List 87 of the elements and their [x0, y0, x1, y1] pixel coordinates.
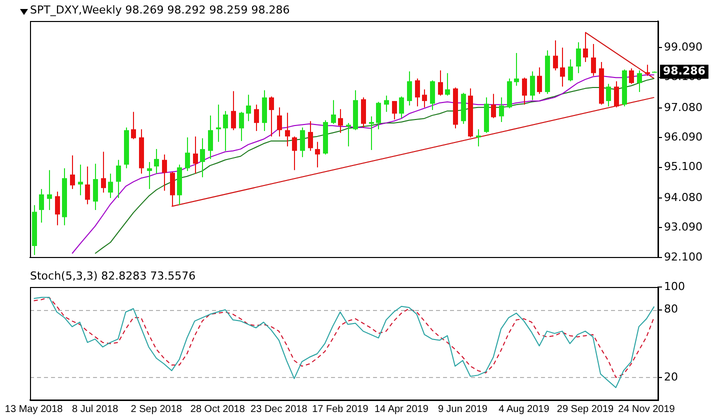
- candlestick: [331, 100, 336, 124]
- candlestick: [392, 100, 397, 120]
- candlestick: [170, 171, 175, 207]
- candlestick: [407, 70, 412, 106]
- candlestick: [78, 164, 83, 196]
- y-tick-label: 96.090: [664, 130, 702, 144]
- candlestick: [553, 40, 558, 71]
- candlestick: [200, 138, 205, 178]
- y-tick-label: 99.090: [664, 40, 702, 54]
- candlestick: [346, 122, 351, 147]
- candlestick: [399, 96, 404, 119]
- candlestick: [376, 101, 381, 130]
- y-tick-label: 95.100: [664, 160, 702, 174]
- candlestick: [162, 154, 167, 192]
- x-tick-label: 8 Jul 2018: [72, 404, 119, 415]
- candlestick: [154, 148, 159, 174]
- candlestick: [147, 161, 152, 190]
- candlestick: [300, 126, 305, 158]
- candlestick: [445, 72, 450, 96]
- candlestick: [231, 90, 236, 131]
- candlestick: [476, 128, 481, 147]
- candlestick: [116, 159, 121, 198]
- candlestick: [315, 141, 320, 168]
- candlestick: [269, 96, 274, 137]
- x-tick-label: 17 Feb 2019: [312, 404, 369, 415]
- y-tick-label: 20: [664, 370, 678, 384]
- candlestick: [185, 136, 190, 172]
- candlestick: [39, 188, 44, 224]
- candlestick: [369, 116, 374, 150]
- candlestick: [514, 52, 519, 86]
- candlestick: [285, 112, 290, 147]
- candlestick: [55, 191, 60, 226]
- x-tick-label: 2 Sep 2018: [130, 404, 182, 415]
- x-tick-label: 24 Nov 2019: [618, 404, 676, 415]
- x-tick-label: 4 Aug 2019: [498, 404, 550, 415]
- candlestick: [568, 58, 573, 82]
- candlestick: [415, 78, 420, 107]
- candlestick: [645, 64, 650, 76]
- candlestick: [491, 93, 496, 119]
- candlestick: [254, 104, 259, 132]
- x-tick-label: 9 Jun 2019: [438, 404, 488, 415]
- x-tick-label: 29 Sep 2019: [556, 404, 614, 415]
- candlestick: [131, 111, 136, 140]
- candlestick: [629, 68, 634, 84]
- candlestick: [614, 80, 619, 108]
- text: 98.286: [663, 64, 706, 78]
- candlestick: [47, 170, 52, 210]
- candlestick: [430, 80, 435, 111]
- x-tick-label: 13 May 2018: [4, 404, 64, 415]
- y-tick-label: 80: [664, 302, 678, 316]
- candlestick: [277, 106, 282, 137]
- candlestick: [101, 151, 106, 194]
- candlestick: [308, 120, 313, 152]
- y-tick-label: 100: [664, 280, 685, 294]
- candlestick: [530, 70, 535, 101]
- x-tick-label: 28 Oct 2018: [190, 404, 246, 415]
- candlestick: [223, 110, 228, 152]
- chart-title: SPT_DXY,Weekly 98.269 98.292 98.259 98.286: [30, 3, 290, 16]
- candlestick: [637, 70, 642, 93]
- candlestick: [522, 77, 527, 106]
- chart-title: Stoch(5,3,3) 82.8283 73.5576: [30, 269, 196, 282]
- candlestick: [70, 154, 75, 190]
- candlestick: [85, 166, 90, 205]
- candlestick: [438, 70, 443, 96]
- y-tick-label: 92.100: [664, 250, 702, 264]
- candlestick: [246, 94, 251, 122]
- candlestick: [591, 44, 596, 76]
- candlestick: [560, 47, 565, 88]
- candlestick: [583, 32, 588, 63]
- candlestick: [338, 108, 343, 134]
- candlestick: [499, 96, 504, 123]
- candlestick: [239, 111, 244, 142]
- y-tick-label: 97.080: [664, 100, 702, 114]
- candlestick: [537, 66, 542, 94]
- x-tick-label: 14 Apr 2019: [374, 404, 429, 415]
- candlestick: [208, 114, 213, 160]
- y-tick-label: 94.080: [664, 190, 702, 204]
- candlestick: [292, 136, 297, 171]
- x-tick-label: 23 Dec 2018: [250, 404, 308, 415]
- candlestick: [422, 88, 427, 108]
- candlestick: [93, 163, 98, 210]
- candlestick: [193, 136, 198, 174]
- candlestick: [384, 95, 389, 112]
- candlestick: [606, 83, 611, 107]
- candlestick: [576, 42, 581, 74]
- y-tick-label: 93.090: [664, 220, 702, 234]
- candlestick: [108, 173, 113, 198]
